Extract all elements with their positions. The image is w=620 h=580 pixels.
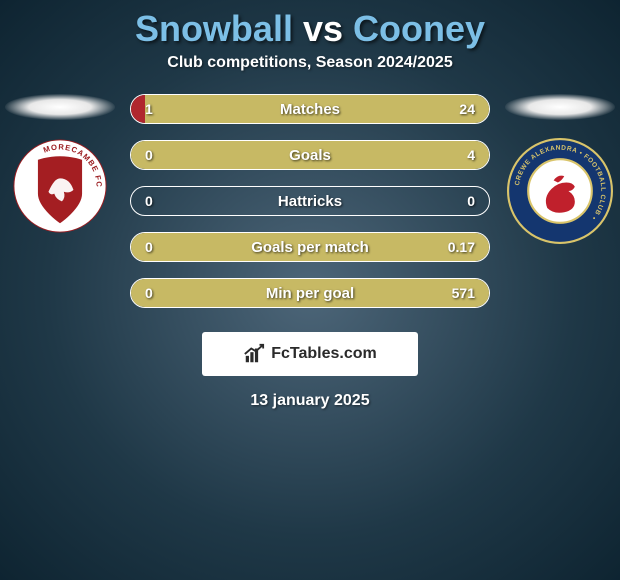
stat-row: 0Min per goal571 xyxy=(130,278,490,308)
stat-value-right: 24 xyxy=(423,101,483,117)
comparison-card: Snowball vs Cooney Club competitions, Se… xyxy=(0,0,620,580)
stat-value-left: 1 xyxy=(137,101,197,117)
stat-row: 0Goals per match0.17 xyxy=(130,232,490,262)
stat-value-left: 0 xyxy=(137,285,197,301)
stat-value-right: 4 xyxy=(423,147,483,163)
right-club-block: CREWE ALEXANDRA • FOOTBALL CLUB • xyxy=(500,94,620,234)
stat-value-left: 0 xyxy=(137,193,197,209)
page-title: Snowball vs Cooney xyxy=(0,0,620,50)
stat-label: Goals per match xyxy=(197,239,423,256)
left-club-block: MORECAMBE FC xyxy=(0,94,120,234)
vs-label: vs xyxy=(303,8,343,49)
left-club-badge: MORECAMBE FC xyxy=(12,138,108,234)
bar-chart-icon xyxy=(243,343,265,365)
date-label: 13 january 2025 xyxy=(0,392,620,410)
stat-label: Hattricks xyxy=(197,193,423,210)
stat-label: Matches xyxy=(197,101,423,118)
stat-value-right: 571 xyxy=(423,285,483,301)
stat-value-right: 0 xyxy=(423,193,483,209)
stat-label: Goals xyxy=(197,147,423,164)
player2-name: Cooney xyxy=(353,8,485,49)
right-halo xyxy=(505,94,615,120)
stat-value-left: 0 xyxy=(137,239,197,255)
main-area: MORECAMBE FC CREWE ALEXANDRA • FOOTBA xyxy=(0,94,620,324)
stat-row: 0Hattricks0 xyxy=(130,186,490,216)
right-club-badge: CREWE ALEXANDRA • FOOTBALL CLUB • xyxy=(512,138,608,234)
stat-label: Min per goal xyxy=(197,285,423,302)
left-halo xyxy=(5,94,115,120)
stat-row: 0Goals4 xyxy=(130,140,490,170)
stat-value-right: 0.17 xyxy=(423,239,483,255)
branding-text: FcTables.com xyxy=(271,345,377,363)
subtitle: Club competitions, Season 2024/2025 xyxy=(0,54,620,72)
stats-list: 1Matches240Goals40Hattricks00Goals per m… xyxy=(130,94,490,308)
stat-row: 1Matches24 xyxy=(130,94,490,124)
player1-name: Snowball xyxy=(135,8,293,49)
branding-box: FcTables.com xyxy=(202,332,418,376)
stat-value-left: 0 xyxy=(137,147,197,163)
